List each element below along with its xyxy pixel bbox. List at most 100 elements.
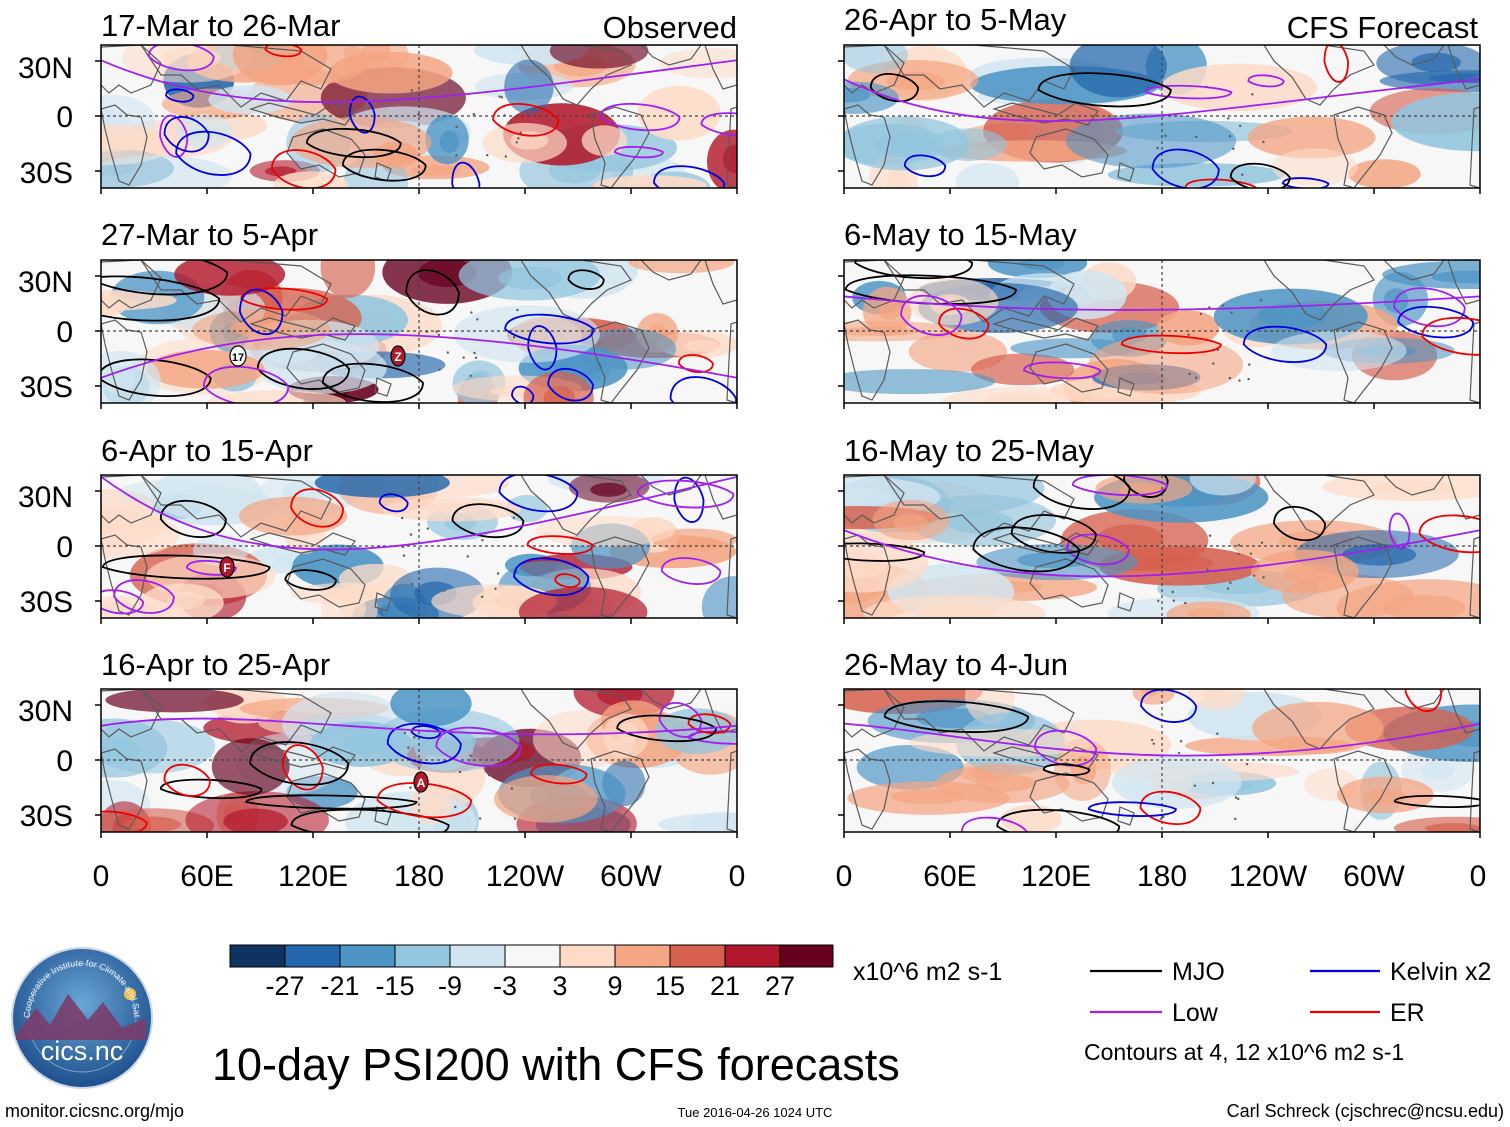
colorbar-tick: -9 <box>438 971 462 1001</box>
colorbar-tick: 27 <box>765 971 795 1001</box>
colorbar-swatch <box>394 944 451 968</box>
colorbar-units: x10^6 m2 s-1 <box>853 958 1002 986</box>
colorbar-tick: -21 <box>320 971 359 1001</box>
lat-label-30s: 30S <box>20 800 73 833</box>
lat-label-eq: 0 <box>56 531 73 564</box>
legend: MJO Kelvin x2 Low ER Contours at 4, 12 x… <box>1084 958 1491 1065</box>
colorbar-tick: -15 <box>375 971 414 1001</box>
colorbar-ticks: -27 -21 -15 -9 -3 3 9 15 21 27 <box>265 971 795 1001</box>
colorbar-swatch <box>284 944 341 968</box>
panel-forecast-4: 26-May to 4-Jun <box>838 647 1481 838</box>
panel-forecast-3: 16-May to 25-May <box>838 433 1481 624</box>
colorbar-swatches <box>229 944 834 968</box>
lat-label-eq: 0 <box>56 745 73 778</box>
lon-label: 120E <box>1021 860 1091 893</box>
cfs-forecast-label: CFS Forecast <box>1287 10 1479 45</box>
mountain-icon <box>16 994 146 1040</box>
lat-labels: 30N 0 30S 30N 0 30S 30N 0 30S 30N 0 30S <box>18 52 73 833</box>
colorbar-tick: 3 <box>552 971 567 1001</box>
colorbar-tick: 21 <box>710 971 740 1001</box>
map-field <box>101 475 737 618</box>
lon-label: 120W <box>1229 860 1308 893</box>
panel-forecast-2: 6-May to 15-May <box>838 217 1481 409</box>
panel-forecast-1: 26-Apr to 5-May <box>838 2 1481 194</box>
legend-label: Kelvin x2 <box>1390 958 1491 986</box>
storm-marker-label: 17 <box>232 352 244 364</box>
map-field <box>844 475 1480 618</box>
legend-label: MJO <box>1172 958 1225 986</box>
lon-label: 0 <box>93 860 110 893</box>
lon-label: 120W <box>486 860 565 893</box>
lon-label: 180 <box>394 860 444 893</box>
lat-label-eq: 0 <box>56 101 73 134</box>
lon-label: 60W <box>1343 860 1405 893</box>
colorbar-tick: -27 <box>265 971 304 1001</box>
panel-observed-2: 27-Mar to 5-Apr <box>95 217 738 409</box>
lon-label: 60E <box>923 860 976 893</box>
storm-marker: 17 <box>229 345 247 367</box>
panel-observed-3: 6-Apr to 15-Apr <box>95 433 738 624</box>
lat-label-30n: 30N <box>18 266 73 299</box>
storm-marker-label: F <box>223 561 230 575</box>
logo-text: cics.nc <box>41 1036 124 1066</box>
lon-label: 60E <box>180 860 233 893</box>
legend-item-kelvin: Kelvin x2 <box>1310 958 1491 986</box>
footer-author: Carl Schreck (cjschrec@ncsu.edu) <box>1227 1101 1504 1121</box>
lat-label-30s: 30S <box>20 371 73 404</box>
lon-label: 0 <box>729 860 746 893</box>
colorbar-tick: 15 <box>655 971 685 1001</box>
lat-label-30n: 30N <box>18 52 73 85</box>
map-field <box>101 260 737 403</box>
lon-label: 120E <box>278 860 348 893</box>
lon-label: 180 <box>1137 860 1187 893</box>
panel-date-label: 6-Apr to 15-Apr <box>101 433 313 468</box>
panel-date-label: 17-Mar to 26-Mar <box>101 8 340 43</box>
colorbar-tick: 9 <box>607 971 622 1001</box>
storm-marker: Z <box>390 345 406 367</box>
panel-date-label: 27-Mar to 5-Apr <box>101 217 318 252</box>
legend-item-low: Low <box>1090 999 1219 1027</box>
storm-marker-label: A <box>417 776 426 790</box>
panel-date-label: 16-May to 25-May <box>844 433 1094 468</box>
colorbar-swatch <box>614 944 671 968</box>
colorbar-swatch <box>669 944 726 968</box>
legend-item-mjo: MJO <box>1090 958 1225 986</box>
colorbar-swatch <box>339 944 396 968</box>
colorbar-swatch <box>724 944 781 968</box>
lat-label-30s: 30S <box>20 586 73 619</box>
contours-note: Contours at 4, 12 x10^6 m2 s-1 <box>1084 1039 1404 1065</box>
footer-url: monitor.cicsnc.org/mjo <box>5 1101 184 1121</box>
colorbar-swatch <box>779 944 834 968</box>
lon-label: 0 <box>836 860 853 893</box>
lon-labels-left: 0 60E 120E 180 120W 60W 0 <box>93 860 746 893</box>
map-field <box>844 689 1480 832</box>
colorbar: -27 -21 -15 -9 -3 3 9 15 21 27 x10^6 m2 … <box>229 944 1002 1001</box>
observed-label: Observed <box>603 10 737 45</box>
lat-label-30s: 30S <box>20 157 73 190</box>
storm-marker-label: Z <box>394 350 401 364</box>
panel-observed-4: 16-Apr to 25-Apr <box>95 647 738 838</box>
map-field <box>844 45 1480 188</box>
panel-observed-1: 17-Mar to 26-Mar <box>95 8 738 194</box>
lat-label-30n: 30N <box>18 481 73 514</box>
panel-date-label: 16-Apr to 25-Apr <box>101 647 330 682</box>
lon-label: 0 <box>1470 860 1487 893</box>
panel-date-label: 6-May to 15-May <box>844 217 1077 252</box>
footer-timestamp: Tue 2016-04-26 1024 UTC <box>678 1105 833 1120</box>
lon-labels-right: 0 60E 120E 180 120W 60W 0 <box>836 860 1487 893</box>
legend-item-er: ER <box>1310 999 1425 1027</box>
colorbar-tick: -3 <box>493 971 517 1001</box>
map-field <box>844 260 1480 403</box>
sun-icon <box>124 988 136 1000</box>
legend-label: Low <box>1172 999 1219 1027</box>
colorbar-swatch <box>559 944 616 968</box>
panel-date-label: 26-May to 4-Jun <box>844 647 1068 682</box>
map-field <box>101 689 737 832</box>
colorbar-swatch <box>229 944 286 968</box>
lat-label-30n: 30N <box>18 695 73 728</box>
storm-marker: A <box>413 771 429 793</box>
panel-date-label: 26-Apr to 5-May <box>844 2 1067 37</box>
lat-label-eq: 0 <box>56 316 73 349</box>
lon-label: 60W <box>600 860 662 893</box>
